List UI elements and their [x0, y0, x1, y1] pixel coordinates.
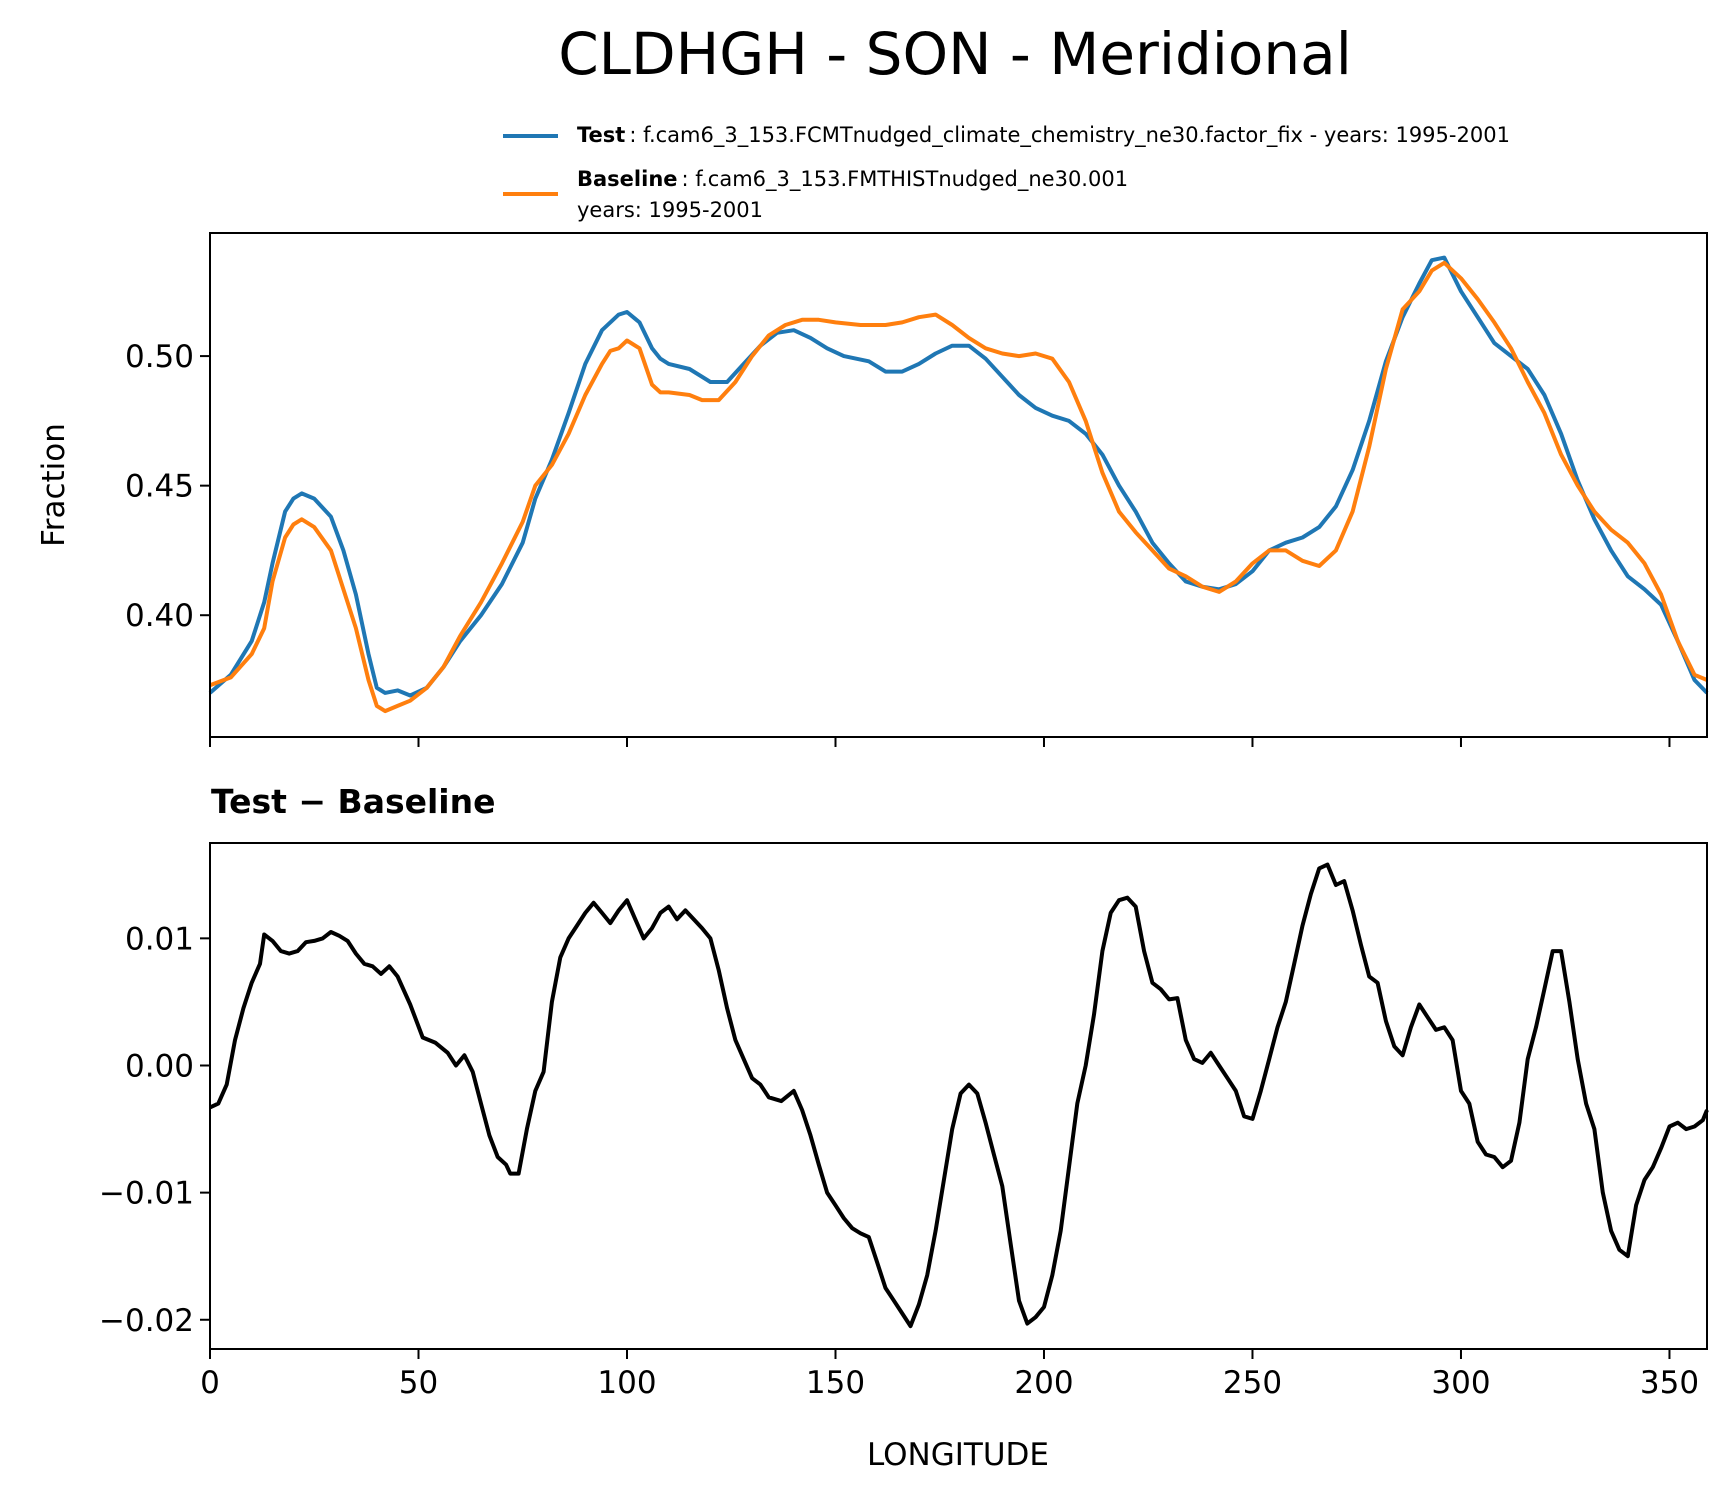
top-y-tick-label: 0.40 — [125, 598, 194, 634]
bottom-panel-series — [209, 862, 1709, 1329]
bottom-panel-ticks: 0 50 100 150 200 250 300 350 −0.02 −0.01 0.00 0.01 — [99, 921, 1699, 1401]
bottom-panel-xlabel: LONGITUDE — [867, 1437, 1049, 1473]
top-y-tick-label: 0.45 — [125, 469, 194, 505]
bottom-x-tick-label: 250 — [1223, 1365, 1282, 1401]
bottom-panel-frame — [209, 842, 1708, 1350]
bottom-y-tick-label: 0.00 — [125, 1048, 194, 1084]
legend-baseline-years: years: 1995-2001 — [577, 198, 763, 222]
bottom-x-tick-label: 350 — [1640, 1365, 1699, 1401]
bottom-x-tick-label: 200 — [1014, 1365, 1073, 1401]
bottom-x-tick-label: 100 — [597, 1365, 656, 1401]
top-panel-series — [208, 255, 1709, 714]
top-panel-ylabel: Fraction — [36, 423, 72, 547]
bottom-panel-title: Test − Baseline — [211, 782, 496, 821]
legend-baseline-text: : f.cam6_3_153.FMTHISTnudged_ne30.001 — [682, 167, 1129, 192]
top-panel-ticks: 0.40 0.45 0.50 — [125, 339, 1671, 747]
legend-test-entry: Test: f.cam6_3_153.FCMTnudged_climate_ch… — [577, 123, 1510, 148]
bottom-y-tick-label: −0.01 — [99, 1176, 194, 1212]
top-series-baseline-line — [209, 260, 1708, 714]
bottom-series-difference-line — [209, 862, 1709, 1329]
bottom-x-tick-label: 150 — [806, 1365, 865, 1401]
bottom-x-tick-label: 300 — [1431, 1365, 1490, 1401]
legend-baseline-name: Baseline — [577, 167, 678, 191]
bottom-y-tick-label: −0.02 — [99, 1303, 194, 1339]
top-y-tick-label: 0.50 — [125, 339, 194, 375]
legend: Test: f.cam6_3_153.FCMTnudged_climate_ch… — [503, 123, 1510, 222]
bottom-x-tick-label: 50 — [399, 1365, 438, 1401]
bottom-y-tick-label: 0.01 — [125, 921, 194, 957]
top-panel: 0.40 0.45 0.50 Fraction — [36, 232, 1709, 747]
figure-title: CLDHGH - SON - Meridional — [558, 20, 1352, 88]
bottom-panel: Test − Baseline 0 50 100 150 200 250 300 350 −0.… — [99, 782, 1709, 1473]
legend-test-name: Test — [577, 123, 625, 147]
legend-test-text: : f.cam6_3_153.FCMTnudged_climate_chemis… — [629, 123, 1510, 148]
legend-baseline-entry: Baseline: f.cam6_3_153.FMTHISTnudged_ne3… — [577, 167, 1128, 192]
bottom-x-tick-label: 0 — [200, 1365, 220, 1401]
